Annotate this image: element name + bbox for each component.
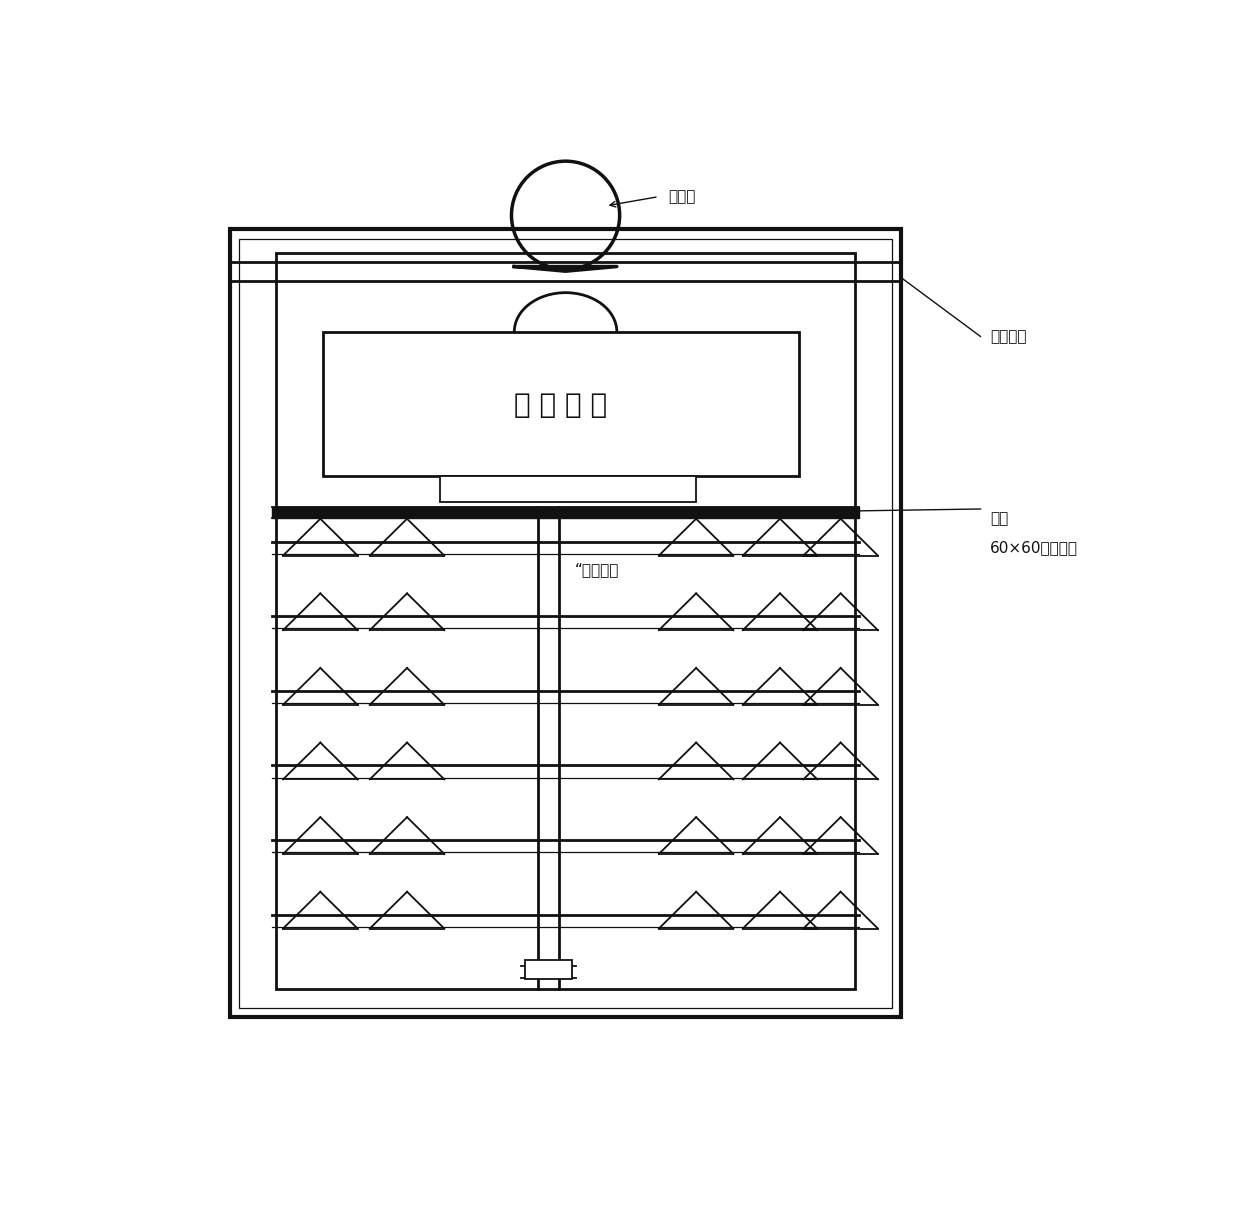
Bar	[239, 239, 892, 1008]
Bar	[229, 229, 901, 1017]
Text: 衬板: 衬板	[990, 511, 1008, 526]
Text: “紧固导杆: “紧固导杆	[575, 562, 619, 578]
Text: 分型框架: 分型框架	[990, 329, 1027, 344]
Text: 60×60角锂支撑: 60×60角锂支撑	[990, 540, 1078, 556]
Bar	[324, 332, 799, 476]
Text: 压 力 居 物: 压 力 居 物	[515, 390, 608, 419]
Text: 起吊环: 起吊环	[668, 189, 696, 205]
Bar	[277, 253, 854, 989]
Bar	[440, 476, 696, 503]
Bar	[526, 960, 572, 978]
